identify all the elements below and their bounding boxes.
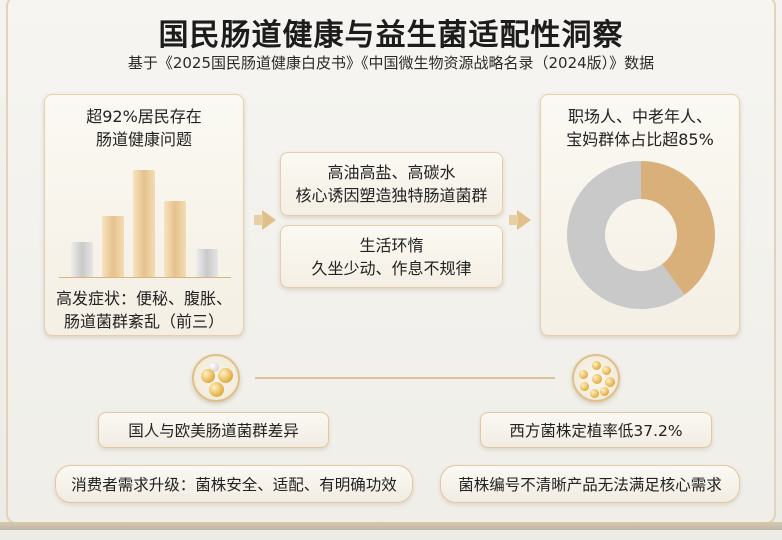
bar-chart [59,165,231,278]
bacteria-cluster-icon [192,354,240,402]
bar-3 [133,169,155,277]
gut-difference-label: 国人与欧美肠道菌群差异 [98,412,329,448]
bar-5 [196,248,218,277]
symptom-headline-1: 超92%居民存在 [86,107,202,126]
bar-1 [71,241,93,277]
bar-4 [164,201,186,277]
bar-2 [102,215,124,277]
diet-line-1: 高油高盐、高碳水 [327,163,456,182]
consumer-need-label: 消费者需求升级：菌株安全、适配、有明确功效 [55,465,413,503]
population-card: 职场人、中老年人、 宝妈群体占比超85% [540,94,740,336]
cause-box-lifestyle: 生活环惰 久坐少动、作息不规律 [280,225,503,288]
page-subtitle: 基于《2025国民肠道健康白皮书》《中国微生物资源战略名录（2024版）》数据 [127,54,655,72]
bacteria-ring-icon [572,354,620,402]
lifestyle-line-2: 久坐少动、作息不规律 [311,259,472,278]
arrow-right-icon [254,210,276,230]
diet-line-2: 核心诱因塑造独特肠道菌群 [295,186,488,205]
population-headline-2: 宝妈群体占比超85% [566,130,714,149]
donut-rest-segment [567,161,685,309]
donut-chart [567,161,715,309]
donut-highlight-segment [641,161,715,295]
symptom-headline-2: 肠道健康问题 [95,130,192,149]
colonization-rate-label: 西方菌株定植率低37.2% [480,412,712,448]
symptom-footer-1: 高发症状：便秘、腹胀、 [55,289,232,308]
cause-box-diet: 高油高盐、高碳水 核心诱因塑造独特肠道菌群 [280,152,503,216]
bottom-border [0,522,782,530]
lifestyle-line-1: 生活环惰 [359,236,424,255]
product-gap-label: 菌株编号不清晰产品无法满足核心需求 [440,465,740,503]
population-headline-1: 职场人、中老年人、 [567,107,712,126]
page-title: 国民肠道健康与益生菌适配性洞察 [158,18,624,53]
symptom-footer-2: 肠道菌群紊乱（前三） [63,312,224,331]
symptom-card: 超92%居民存在 肠道健康问题 高发症状：便秘、腹胀、 肠道菌群紊乱（前三） [44,94,244,336]
arrow-right-icon [509,210,531,230]
connector-line [255,377,555,379]
